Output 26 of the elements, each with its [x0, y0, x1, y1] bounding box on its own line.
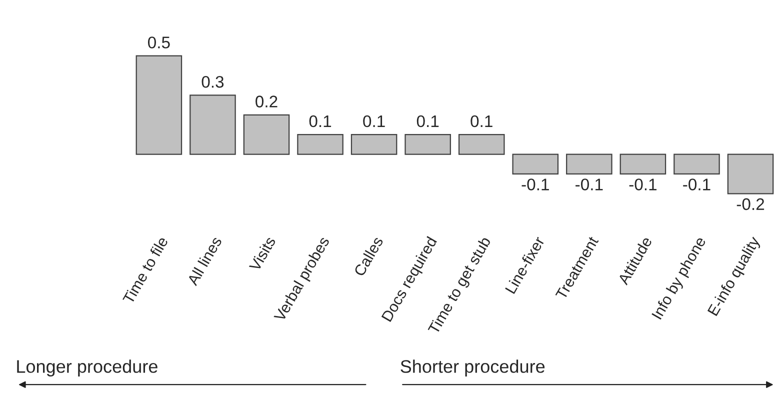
data-label: 0.1 [470, 115, 492, 128]
data-label: 0.1 [309, 115, 332, 128]
text: Longer procedure [17, 360, 158, 376]
bar [190, 94, 236, 155]
data-label: 0.1 [363, 115, 385, 128]
data-label: -0.1 [629, 178, 656, 190]
bar [674, 154, 720, 175]
bar [404, 134, 451, 155]
bar [243, 114, 290, 155]
data-label: 0.1 [416, 115, 439, 128]
bar [566, 154, 612, 175]
data-label: -0.1 [683, 178, 710, 190]
bar [458, 134, 505, 155]
data-label: 0.5 [148, 36, 170, 48]
bar [350, 134, 398, 155]
bar [620, 154, 666, 175]
bar [136, 55, 182, 155]
text: Shorter procedure [400, 360, 545, 376]
data-label: -0.2 [736, 198, 764, 210]
data-label: 0.2 [256, 96, 278, 108]
bar [727, 154, 774, 194]
data-label: 0.3 [202, 76, 224, 88]
bar [512, 154, 559, 175]
data-label: -0.1 [576, 178, 603, 190]
bar [297, 134, 344, 155]
data-label: -0.1 [522, 178, 549, 190]
